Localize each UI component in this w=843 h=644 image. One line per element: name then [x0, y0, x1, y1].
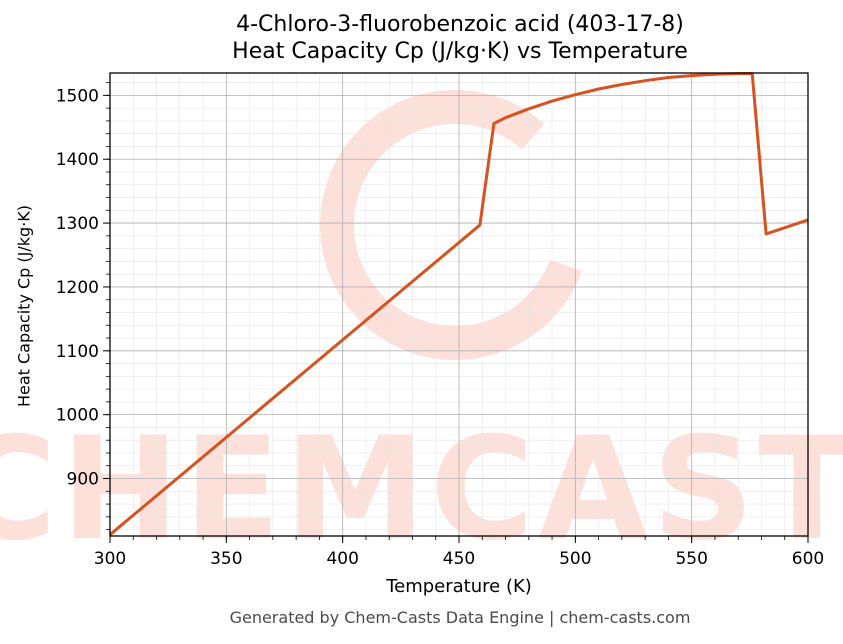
major-grid [109, 73, 809, 536]
y-tick-label: 1100 [56, 342, 99, 362]
x-tick-label: 400 [326, 549, 358, 569]
axis-ticks: 300 350 400 450 500 550 600 900 1000 1100 1200 1300… [56, 82, 824, 569]
x-tick-label: 500 [559, 549, 591, 569]
y-tick-label: 900 [67, 470, 99, 490]
footer-credit: Generated by Chem-Casts Data Engine | ch… [229, 608, 691, 627]
watermark-text: CHEMCASTS [0, 407, 843, 572]
chart-subtitle: Heat Capacity Cp (J/kg·K) vs Temperature [232, 39, 688, 64]
y-tick-label: 1500 [56, 86, 99, 106]
x-tick-label: 350 [210, 549, 242, 569]
y-axis-label: Heat Capacity Cp (J/kg·K) [14, 204, 34, 408]
watermark-logo: CHEMCASTS [0, 90, 843, 572]
watermark-ring [320, 90, 590, 360]
chart-title: 4-Chloro-3-fluorobenzoic acid (403-17-8) [236, 12, 684, 37]
x-tick-label: 450 [443, 549, 475, 569]
x-tick-label: 300 [94, 549, 126, 569]
y-tick-label: 1300 [56, 214, 99, 234]
y-tick-label: 1200 [56, 278, 99, 298]
x-axis-label: Temperature (K) [386, 576, 532, 597]
y-tick-label: 1000 [56, 406, 99, 426]
y-tick-label: 1400 [56, 150, 99, 170]
x-tick-label: 550 [675, 549, 707, 569]
x-tick-label: 600 [792, 549, 824, 569]
